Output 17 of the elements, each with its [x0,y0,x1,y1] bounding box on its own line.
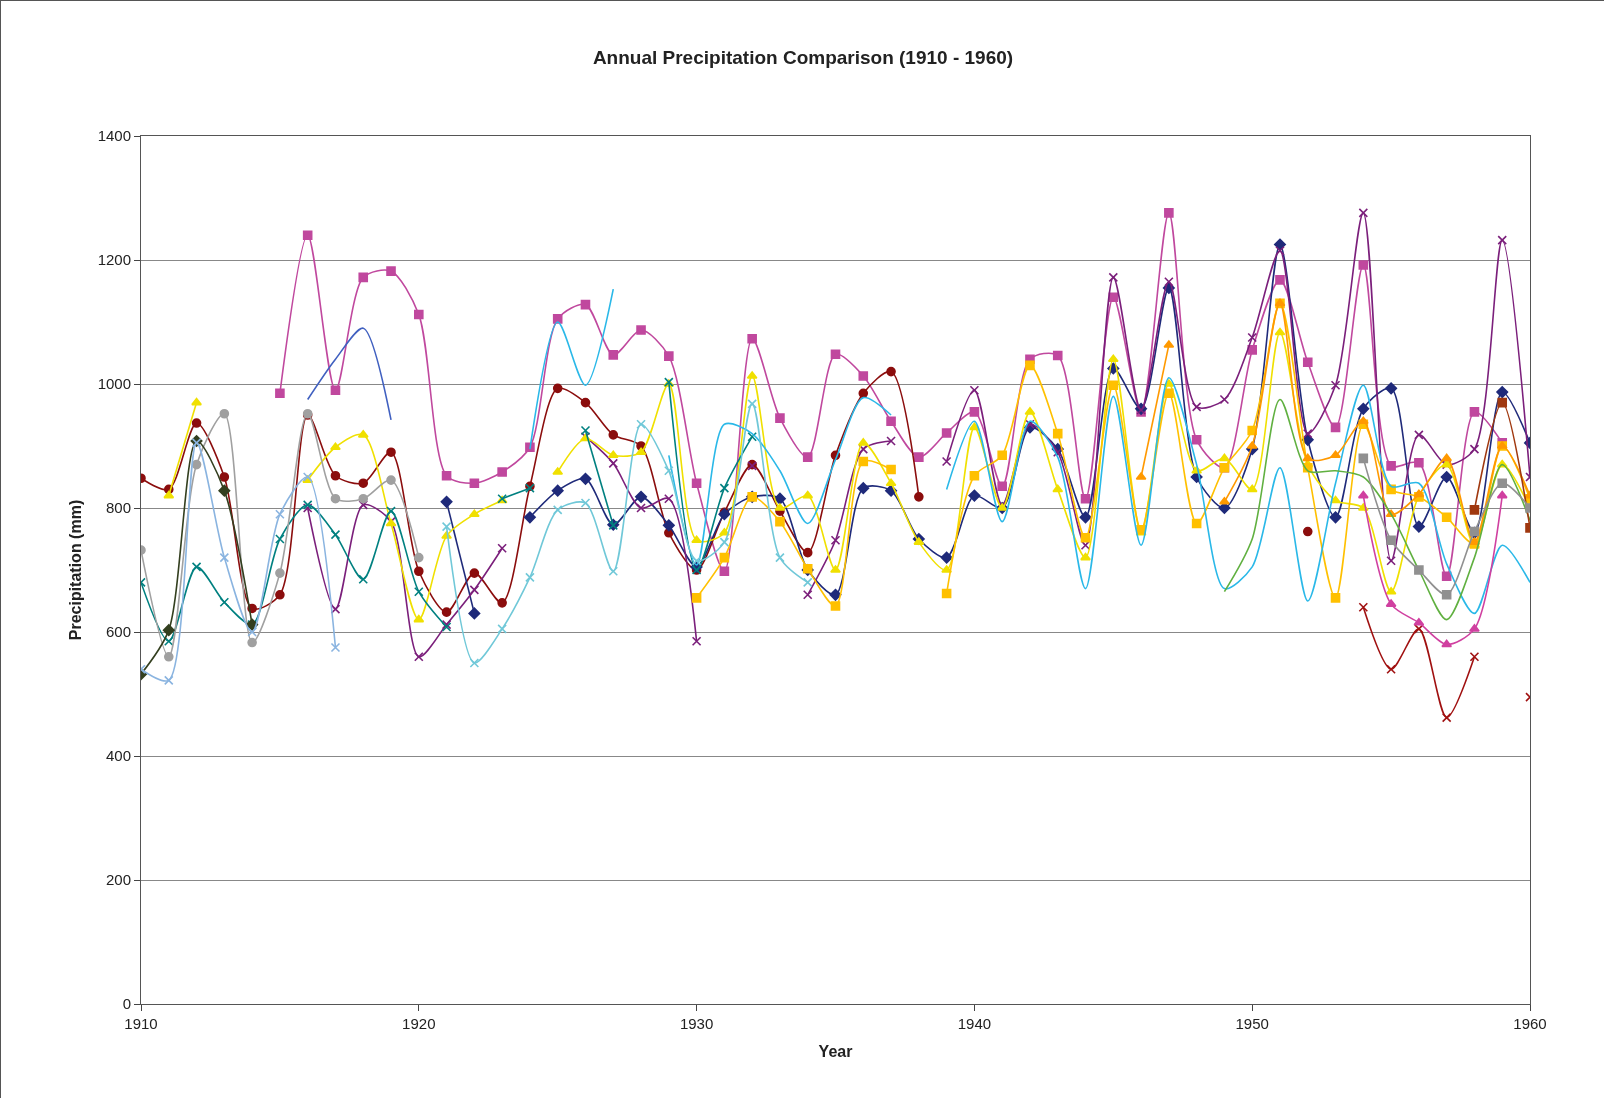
x-tick-label: 1930 [679,1015,714,1032]
x-tick-label: 1910 [124,1015,158,1032]
y-tick-label: 400 [105,747,131,765]
y-tick-label: 1000 [97,375,131,393]
y-tick-label: 0 [122,995,131,1013]
x-tick-label: 1960 [1513,1015,1547,1032]
y-tick-label: 1400 [97,127,131,145]
y-tick-label: 200 [105,871,131,889]
y-tick-label: 1200 [97,251,131,269]
y-axis-title: Precipitation (mm) [66,499,84,641]
x-tick-label: 1940 [957,1015,992,1032]
x-tick-label: 1950 [1235,1015,1269,1032]
y-tick-label: 800 [105,499,131,517]
x-axis-title: Year [818,1042,853,1060]
y-tick-label: 600 [105,623,131,641]
x-tick-label: 1920 [402,1015,436,1032]
chart-title: Annual Precipitation Comparison (1910 - 1960) [592,46,1014,68]
